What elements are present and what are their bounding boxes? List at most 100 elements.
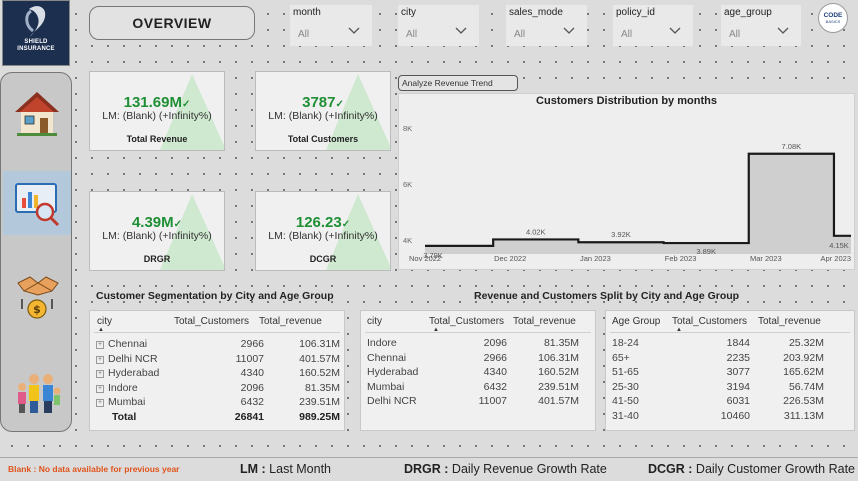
blank-note: Blank : No data available for previous y… <box>8 464 180 474</box>
kpi-trend-shape <box>326 194 390 270</box>
slicer-value: All <box>729 29 741 40</box>
analytics-icon <box>15 183 60 227</box>
table-row[interactable]: 18-24 1844 25.32M <box>606 337 854 351</box>
legend-key: LM : <box>240 462 266 476</box>
table-cell: 160.52M <box>299 367 340 379</box>
slicer-age-group[interactable]: age_group All <box>721 5 801 46</box>
kpi-last-month: LM: (Blank) (+Infinity%) <box>268 230 378 242</box>
slicer-label: sales_mode <box>509 7 563 18</box>
table-row[interactable]: 65+ 2235 203.92M <box>606 352 854 366</box>
table-row[interactable]: 41-50 6031 226.53M <box>606 395 854 409</box>
col-header-customers[interactable]: Total_Customers <box>174 316 250 327</box>
col-header-customers[interactable]: Total_Customers <box>672 316 748 327</box>
table-row[interactable]: + Chennai 2966 106.31M <box>90 338 344 352</box>
kpi-dcgr: 126.23✓ LM: (Blank) (+Infinity%) DCGR <box>255 191 391 271</box>
money-handshake-icon: $ <box>17 276 59 319</box>
expand-icon[interactable]: + <box>96 399 104 407</box>
table-cell: 4340 <box>240 367 264 379</box>
table-cell: Chennai <box>367 351 407 364</box>
chevron-down-icon[interactable] <box>348 27 360 35</box>
table-cell: 239.51M <box>299 396 340 408</box>
sidebar-nav: $ <box>0 72 72 432</box>
nav-demographics[interactable] <box>3 359 71 423</box>
kpi-value: 131.69M <box>123 94 182 111</box>
table-cell: 401.57M <box>299 352 340 365</box>
table-row[interactable]: Delhi NCR 11007 401.57M <box>361 395 595 409</box>
nav-home[interactable] <box>3 81 71 145</box>
col-header-city[interactable]: city <box>367 316 382 327</box>
expand-icon[interactable]: + <box>96 341 104 349</box>
data-label: 7.08K <box>782 142 802 151</box>
table-cell: 2235 <box>726 351 750 364</box>
kpi-drgr: 4.39M✓ LM: (Blank) (+Infinity%) DRGR <box>89 191 225 271</box>
data-label: 4.02K <box>526 227 546 236</box>
table-cell: + Indore <box>96 382 138 394</box>
table-row[interactable]: Mumbai 6432 239.51M <box>361 381 595 395</box>
table-row[interactable]: + Mumbai 6432 239.51M <box>90 396 344 410</box>
chevron-down-icon[interactable] <box>563 27 575 35</box>
table-row[interactable]: 31-40 10460 311.13M <box>606 410 854 424</box>
nav-revenue[interactable]: $ <box>3 263 71 327</box>
slicer-policy-id[interactable]: policy_id All <box>613 5 693 46</box>
kpi-total-customers: 3787✓ LM: (Blank) (+Infinity%) Total Cus… <box>255 71 391 151</box>
col-header-revenue[interactable]: Total_revenue <box>513 316 576 327</box>
sort-asc-icon[interactable]: ▲ <box>98 327 104 333</box>
table-cell: 2096 <box>483 337 507 349</box>
partner-name: CODE <box>823 12 843 19</box>
y-tick-label: 8K <box>403 124 412 133</box>
col-header-age-group[interactable]: Age Group <box>612 316 661 327</box>
col-header-customers[interactable]: Total_Customers <box>429 316 505 327</box>
slicer-label: age_group <box>724 7 772 18</box>
expand-icon[interactable]: + <box>96 384 104 393</box>
total-row[interactable]: Total 26841 989.25M <box>90 411 344 425</box>
kpi-total-revenue: 131.69M✓ LM: (Blank) (+Infinity%) Total … <box>89 71 225 151</box>
slicer-month[interactable]: month All <box>290 5 372 46</box>
table-row[interactable]: + Hyderabad 4340 160.52M <box>90 367 344 381</box>
table-cell: + Chennai <box>96 338 147 350</box>
table-cell-text: Chennai <box>108 338 148 350</box>
nav-analytics-active[interactable] <box>3 171 71 235</box>
sort-asc-icon[interactable]: ▲ <box>676 327 682 333</box>
slicer-sales-mode[interactable]: sales_mode All <box>506 5 587 46</box>
table-row[interactable]: + Delhi NCR 11007 401.57M <box>90 353 344 367</box>
col-header-revenue[interactable]: Total_revenue <box>259 316 322 327</box>
table-cell-text: Hyderabad <box>108 367 160 379</box>
customers-by-month-chart: Customers Distribution by months 4K 6K 8K 3… <box>398 93 855 270</box>
table-cell: 4340 <box>483 366 507 378</box>
col-header-city[interactable]: city <box>97 316 112 327</box>
x-tick-label: Jan 2023 <box>580 254 611 263</box>
table-row[interactable]: Hyderabad 4340 160.52M <box>361 366 595 380</box>
sort-asc-icon[interactable]: ▲ <box>433 327 439 333</box>
slicer-city[interactable]: city All <box>398 5 479 46</box>
table-cell: 25.32M <box>788 337 824 349</box>
table-row[interactable]: Chennai 2966 106.31M <box>361 352 595 366</box>
x-tick-label: Dec 2022 <box>494 254 526 263</box>
table-row[interactable]: 25-30 3194 56.74M <box>606 381 854 395</box>
table-cell: + Mumbai <box>96 396 145 408</box>
table-row[interactable]: 51-65 3077 165.62M <box>606 366 854 380</box>
kpi-last-month: LM: (Blank) (+Infinity%) <box>102 230 212 242</box>
x-tick-label: Nov 2022 <box>409 254 441 263</box>
table-cell: 18-24 <box>612 337 639 349</box>
chevron-down-icon[interactable] <box>777 27 789 35</box>
kpi-title: DCGR <box>309 254 337 264</box>
brand-name: SHIELD <box>24 39 48 45</box>
table-cell: 106.31M <box>299 338 340 350</box>
col-header-revenue[interactable]: Total_revenue <box>758 316 821 327</box>
table-row[interactable]: + Indore 2096 81.35M <box>90 382 344 396</box>
table-row[interactable]: Indore 2096 81.35M <box>361 337 595 351</box>
expand-icon[interactable]: + <box>96 370 104 378</box>
table-cell: Indore <box>367 337 397 349</box>
legend-key: DCGR : <box>648 462 693 476</box>
family-icon <box>18 374 61 413</box>
data-label: 3.92K <box>611 230 631 239</box>
table-cell: Total <box>112 410 137 423</box>
expand-icon[interactable]: + <box>96 355 104 364</box>
slicer-label: policy_id <box>616 7 655 18</box>
analyze-revenue-trend-button[interactable]: Analyze Revenue Trend <box>398 75 518 91</box>
chevron-down-icon[interactable] <box>455 27 467 35</box>
home-icon <box>15 92 59 136</box>
table-cell: 3194 <box>726 380 750 393</box>
chevron-down-icon[interactable] <box>669 27 681 35</box>
check-icon: ✓ <box>181 99 191 110</box>
